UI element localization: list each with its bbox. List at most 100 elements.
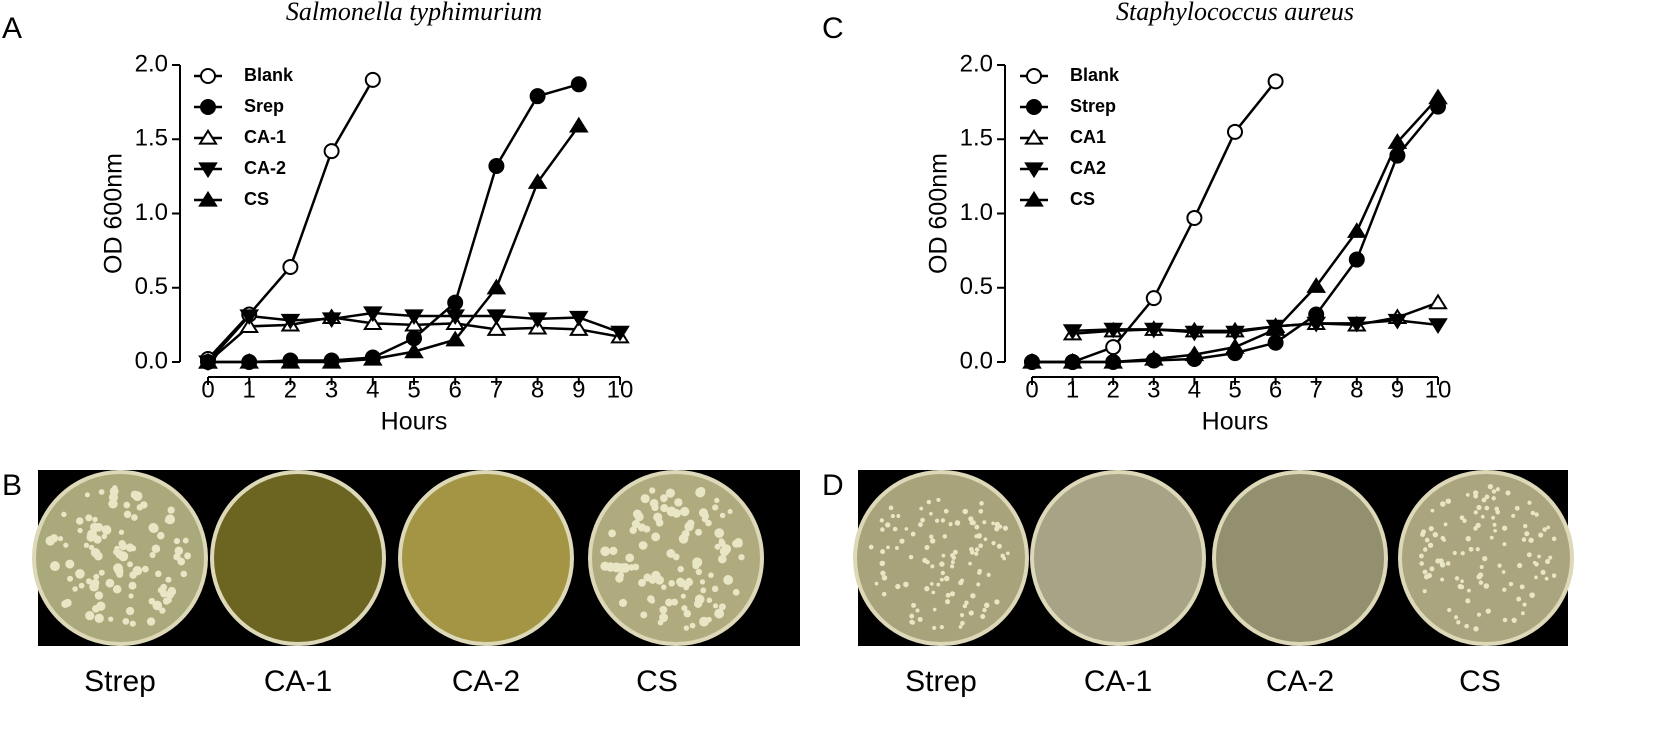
marker xyxy=(568,320,589,336)
colony xyxy=(974,534,979,539)
colony xyxy=(895,583,901,590)
colony xyxy=(1519,584,1525,590)
colony xyxy=(939,577,944,582)
marker xyxy=(1103,322,1124,339)
colony xyxy=(1505,490,1511,496)
colony xyxy=(899,538,905,544)
colony xyxy=(930,582,934,586)
colony xyxy=(694,594,705,605)
colony xyxy=(903,581,909,588)
colony xyxy=(75,517,84,525)
colony xyxy=(886,545,890,550)
legend-marker xyxy=(198,190,218,207)
colony xyxy=(1491,515,1496,520)
colony xyxy=(78,582,85,589)
colony xyxy=(160,589,168,598)
colony xyxy=(909,613,915,619)
colony xyxy=(894,546,899,550)
colony xyxy=(940,570,945,576)
colony xyxy=(1452,550,1457,556)
colony xyxy=(141,565,149,573)
marker xyxy=(280,352,301,369)
colony xyxy=(165,576,172,583)
colony xyxy=(685,577,693,585)
colony xyxy=(616,563,627,573)
legend-label: Blank xyxy=(1070,65,1120,85)
colony xyxy=(970,593,976,599)
colony xyxy=(738,554,745,561)
colony xyxy=(94,522,104,532)
colony xyxy=(155,570,162,578)
colony xyxy=(1473,493,1479,499)
colony xyxy=(950,553,955,558)
x-tick-label: 4 xyxy=(1188,376,1201,403)
colony xyxy=(1528,537,1534,543)
colony xyxy=(1548,555,1553,560)
colony xyxy=(686,519,695,528)
colony xyxy=(617,571,625,579)
colony xyxy=(968,610,974,616)
colony xyxy=(92,516,98,523)
colony xyxy=(986,572,991,578)
colony xyxy=(974,551,979,556)
x-tick-label: 7 xyxy=(1310,376,1323,403)
colony xyxy=(85,611,95,621)
colony xyxy=(885,522,891,528)
plate-label: CA-2 xyxy=(1266,665,1334,698)
colony xyxy=(881,575,888,581)
colony xyxy=(85,578,93,585)
colony xyxy=(910,620,915,625)
chart-title: Salmonella typhimurium xyxy=(286,0,542,26)
colony xyxy=(1465,598,1471,604)
x-tick-label: 9 xyxy=(572,376,585,403)
colony xyxy=(880,549,886,555)
colony xyxy=(1489,535,1494,540)
x-tick-label: 5 xyxy=(407,376,420,403)
colony xyxy=(649,498,659,508)
plate-label: CA-1 xyxy=(264,665,332,698)
petri-dish xyxy=(210,470,386,646)
legend-label: CA-1 xyxy=(244,127,286,147)
y-axis-label: OD 600nm xyxy=(100,153,128,274)
plate-label: Strep xyxy=(84,665,156,698)
colony xyxy=(1459,584,1465,590)
legend-label: Blank xyxy=(244,65,294,85)
colony xyxy=(1501,525,1508,531)
y-tick-label: 1.5 xyxy=(135,125,168,152)
colony xyxy=(1501,570,1506,574)
y-tick-label: 0.0 xyxy=(960,347,993,374)
colony xyxy=(125,606,135,616)
colony xyxy=(1516,596,1522,602)
colony xyxy=(952,549,958,555)
marker xyxy=(1105,339,1122,356)
x-tick-label: 6 xyxy=(1269,376,1282,403)
colony xyxy=(1476,574,1482,580)
colony xyxy=(910,531,916,537)
marker xyxy=(1306,277,1327,293)
x-axis-label: Hours xyxy=(381,408,448,436)
colony xyxy=(705,519,712,527)
colony xyxy=(1544,576,1549,581)
legend-label: CS xyxy=(1070,189,1095,209)
colony xyxy=(991,540,996,546)
colony xyxy=(908,554,914,560)
colony xyxy=(881,591,887,597)
colony xyxy=(129,620,136,627)
colony xyxy=(1502,587,1507,592)
colony xyxy=(929,511,933,516)
colony xyxy=(991,521,995,526)
colony xyxy=(926,499,932,505)
colony xyxy=(1422,589,1427,594)
colony xyxy=(600,561,610,571)
colony xyxy=(1440,501,1446,507)
y-tick-label: 2.0 xyxy=(960,50,993,77)
colony xyxy=(723,575,734,585)
colony xyxy=(962,508,968,515)
colony xyxy=(689,622,696,629)
colony xyxy=(964,600,969,605)
colony xyxy=(695,528,703,536)
colony xyxy=(146,617,156,626)
colony xyxy=(167,586,176,596)
legend-label: CA2 xyxy=(1070,158,1106,178)
colony xyxy=(1534,575,1538,580)
